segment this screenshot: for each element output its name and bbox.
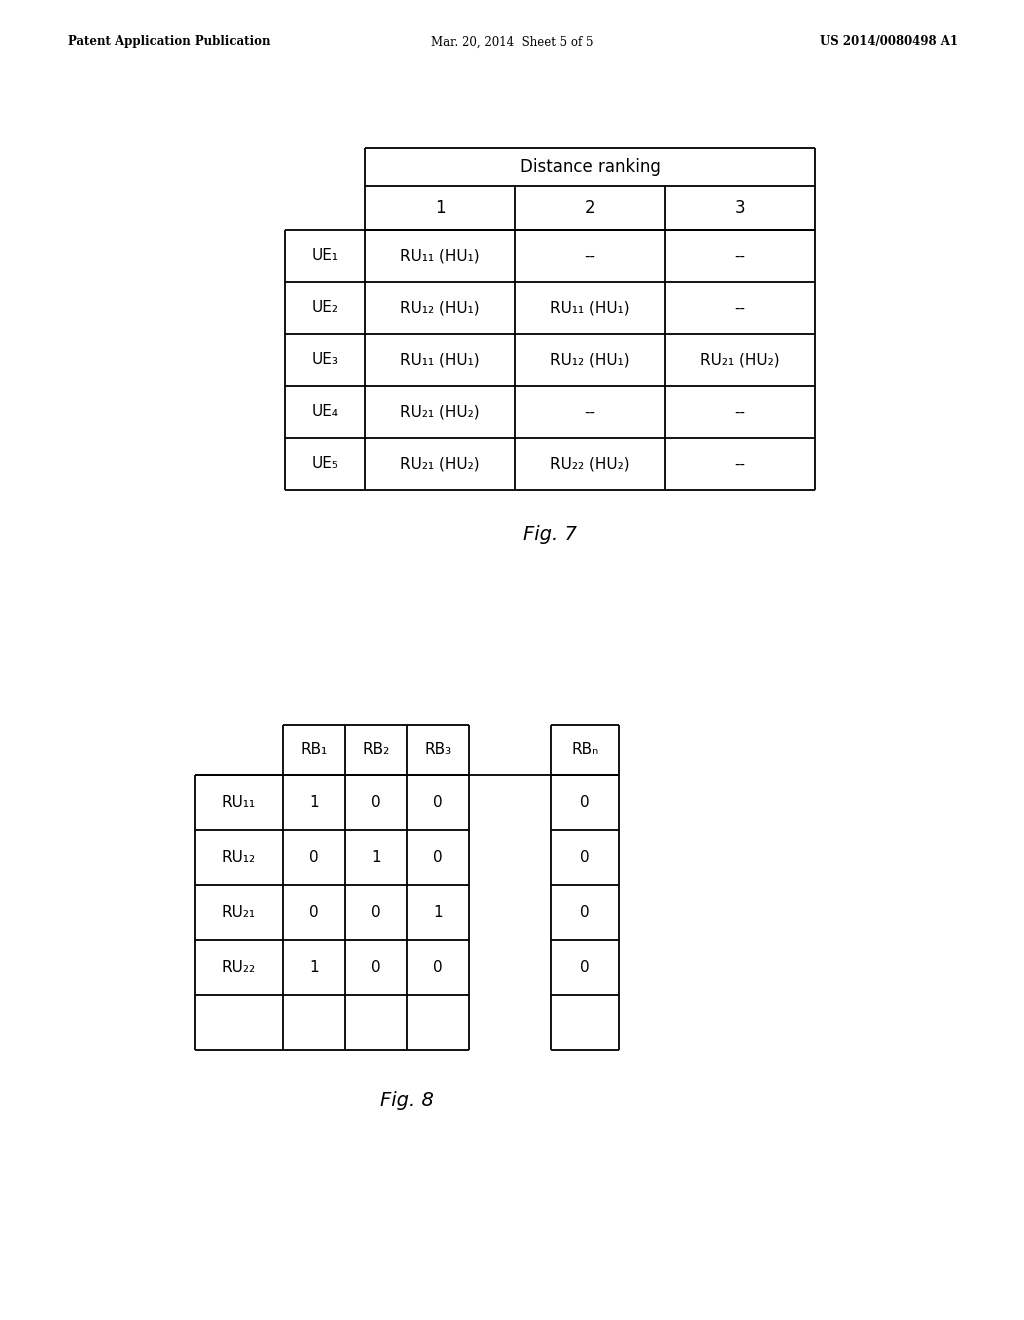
Text: --: -- bbox=[734, 248, 745, 264]
Text: 0: 0 bbox=[581, 906, 590, 920]
Text: RB₁: RB₁ bbox=[300, 742, 328, 758]
Text: RU₂₁: RU₂₁ bbox=[222, 906, 256, 920]
Text: RU₁₂: RU₁₂ bbox=[222, 850, 256, 865]
Text: 0: 0 bbox=[309, 906, 318, 920]
Text: Mar. 20, 2014  Sheet 5 of 5: Mar. 20, 2014 Sheet 5 of 5 bbox=[431, 36, 593, 49]
Text: RU₂₁ (HU₂): RU₂₁ (HU₂) bbox=[700, 352, 780, 367]
Text: RU₂₁ (HU₂): RU₂₁ (HU₂) bbox=[400, 404, 480, 420]
Text: 0: 0 bbox=[433, 795, 442, 810]
Text: 0: 0 bbox=[371, 960, 381, 975]
Text: RB₃: RB₃ bbox=[424, 742, 452, 758]
Text: RU₂₂: RU₂₂ bbox=[222, 960, 256, 975]
Text: 0: 0 bbox=[371, 906, 381, 920]
Text: --: -- bbox=[734, 301, 745, 315]
Text: RU₁₁ (HU₁): RU₁₁ (HU₁) bbox=[550, 301, 630, 315]
Text: RU₁₂ (HU₁): RU₁₂ (HU₁) bbox=[550, 352, 630, 367]
Text: RU₂₂ (HU₂): RU₂₂ (HU₂) bbox=[550, 457, 630, 471]
Text: UE₂: UE₂ bbox=[311, 301, 339, 315]
Text: 1: 1 bbox=[371, 850, 381, 865]
Text: RU₁₁ (HU₁): RU₁₁ (HU₁) bbox=[400, 248, 480, 264]
Text: 0: 0 bbox=[309, 850, 318, 865]
Text: 1: 1 bbox=[433, 906, 442, 920]
Text: Fig. 8: Fig. 8 bbox=[380, 1090, 434, 1110]
Text: UE₃: UE₃ bbox=[311, 352, 339, 367]
Text: --: -- bbox=[734, 404, 745, 420]
Text: --: -- bbox=[585, 248, 596, 264]
Text: RU₂₁ (HU₂): RU₂₁ (HU₂) bbox=[400, 457, 480, 471]
Text: RU₁₁ (HU₁): RU₁₁ (HU₁) bbox=[400, 352, 480, 367]
Text: RBₙ: RBₙ bbox=[571, 742, 599, 758]
Text: 1: 1 bbox=[309, 795, 318, 810]
Text: RB₂: RB₂ bbox=[362, 742, 389, 758]
Text: 0: 0 bbox=[433, 850, 442, 865]
Text: UE₄: UE₄ bbox=[311, 404, 339, 420]
Text: 3: 3 bbox=[734, 199, 745, 216]
Text: 1: 1 bbox=[309, 960, 318, 975]
Text: 0: 0 bbox=[581, 795, 590, 810]
Text: Patent Application Publication: Patent Application Publication bbox=[68, 36, 270, 49]
Text: UE₅: UE₅ bbox=[311, 457, 339, 471]
Text: RU₁₂ (HU₁): RU₁₂ (HU₁) bbox=[400, 301, 480, 315]
Text: 1: 1 bbox=[434, 199, 445, 216]
Text: UE₁: UE₁ bbox=[311, 248, 339, 264]
Text: 0: 0 bbox=[371, 795, 381, 810]
Text: --: -- bbox=[734, 457, 745, 471]
Text: 2: 2 bbox=[585, 199, 595, 216]
Text: Fig. 7: Fig. 7 bbox=[523, 525, 577, 544]
Text: 0: 0 bbox=[433, 960, 442, 975]
Text: 0: 0 bbox=[581, 850, 590, 865]
Text: Distance ranking: Distance ranking bbox=[519, 158, 660, 176]
Text: 0: 0 bbox=[581, 960, 590, 975]
Text: --: -- bbox=[585, 404, 596, 420]
Text: US 2014/0080498 A1: US 2014/0080498 A1 bbox=[820, 36, 958, 49]
Text: RU₁₁: RU₁₁ bbox=[222, 795, 256, 810]
